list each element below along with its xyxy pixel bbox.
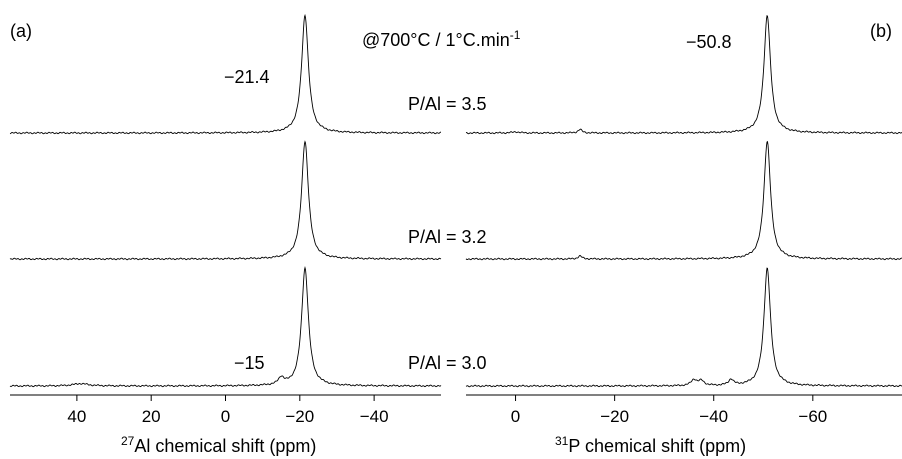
x-tick-label-a: −40 [360,407,389,426]
x-tick-label-a: 40 [67,407,86,426]
peak-annotation-a-1: −21.4 [224,67,270,87]
panel-b: 0 −20 −40 −60 [465,14,902,426]
x-tick-label-b: −60 [798,407,827,426]
spectrum-line-a-3 [9,265,442,388]
x-axis-label-a: 27Al chemical shift (ppm) [121,434,316,456]
x-axis-label-b-superscript: 31 [555,434,569,448]
spectrum-line-b-2 [465,140,902,261]
condition-label-main: @700°C / 1°C.min [362,30,510,50]
panel-label-a: (a) [10,21,32,41]
x-tick-label-b: −40 [699,407,728,426]
spectrum-line-b-1 [465,14,902,135]
peak-annotation-b-1: −50.8 [686,32,732,52]
condition-label-superscript: -1 [510,28,521,42]
x-tick-label-a: 20 [142,407,161,426]
series-label-1: P/Al = 3.5 [408,94,487,114]
x-tick-label-b: −20 [600,407,629,426]
x-axis-label-b: 31P chemical shift (ppm) [555,434,746,456]
x-axis-label-a-superscript: 27 [121,434,135,448]
peak-annotation-a-2: −15 [234,353,265,373]
x-tick-label-b: 0 [511,407,520,426]
series-label-3: P/Al = 3.0 [408,353,487,373]
spectrum-line-b-3 [465,267,902,388]
spectrum-line-a-1 [9,13,442,135]
panel-a: 40 20 0 −20 −40 [9,13,442,426]
spectrum-line-a-2 [9,140,442,261]
x-axis-label-a-main: Al chemical shift (ppm) [134,436,316,456]
series-label-2: P/Al = 3.2 [408,227,487,247]
x-tick-label-a: 0 [221,407,230,426]
x-tick-label-a: −20 [285,407,314,426]
condition-label: @700°C / 1°C.min-1 [362,28,521,50]
panel-label-b: (b) [870,21,892,41]
x-axis-label-b-main: P chemical shift (ppm) [568,436,746,456]
